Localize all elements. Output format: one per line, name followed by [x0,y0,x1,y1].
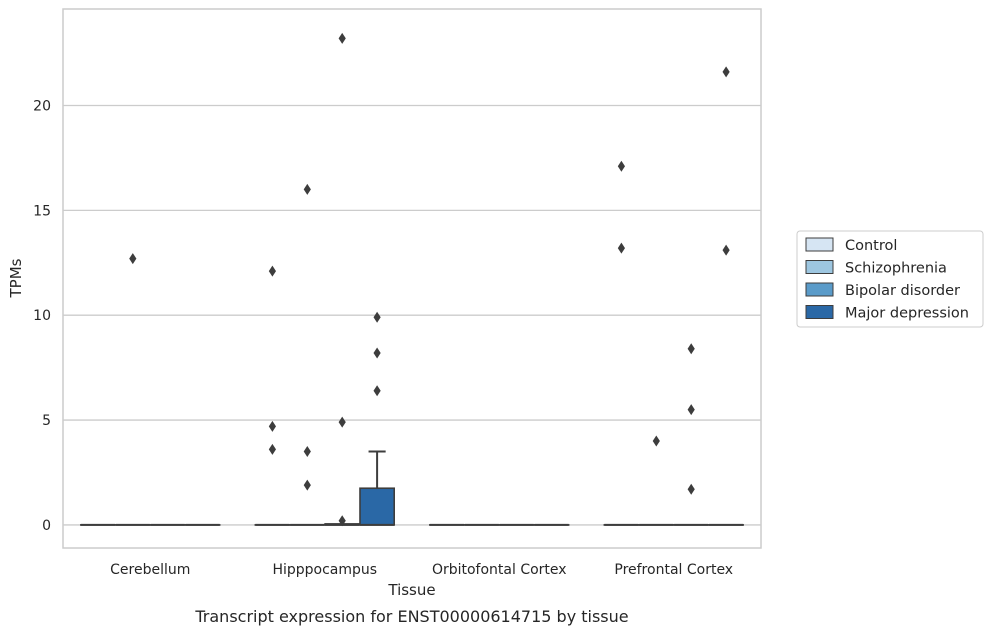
outlier-point [338,416,346,428]
outlier-point [268,420,276,432]
box-body [359,487,396,526]
outlier-point [268,265,276,277]
y-tick-label-20: 20 [33,98,51,114]
outlier-point [617,160,625,172]
legend-label: Control [845,238,897,254]
y-axis-label: TPMs [7,258,25,298]
y-tick-label-5: 5 [42,413,51,429]
outlier-point [722,66,730,78]
outlier-point [338,515,346,527]
gridlines [63,104,761,526]
outlier-point [268,443,276,455]
x-tick-label-1: Cerebellum [110,562,190,578]
x-tick-label-3: Orbitofontal Cortex [432,562,567,578]
legend-label: Major depression [845,306,969,322]
y-tick-labels: 0 5 10 15 20 [33,98,51,533]
x-tick-label-2: Hipppocampus [272,562,377,578]
legend-label: Schizophrenia [845,261,947,277]
legend: Control Schizophrenia Bipolar disorder Majo… [796,230,984,328]
outlier-point [373,385,381,397]
legend-item-4: Major depression [805,305,969,322]
x-axis-label: Tissue [387,581,435,599]
legend-item-2: Schizophrenia [805,260,947,277]
outlier-point [652,435,660,447]
outlier-point [722,244,730,256]
legend-swatch [805,260,834,274]
outlier-point [373,347,381,359]
x-tick-label-4: Prefrontal Cortex [614,562,733,578]
y-tick-label-0: 0 [42,518,51,534]
x-tick-labels: Cerebellum Hipppocampus Orbitofontal Corte… [110,562,733,578]
box-2-4 [359,450,396,526]
legend-swatch [805,305,834,319]
legend-swatch [805,282,834,297]
outlier-points [129,32,730,527]
legend-item-1: Control [805,237,897,254]
legend-label: Bipolar disorder [845,283,960,299]
outlier-point [373,311,381,323]
outlier-point [303,446,311,458]
legend-item-3: Bipolar disorder [805,282,960,299]
legend-swatch [805,237,834,252]
chart-caption: Transcript expression for ENST0000061471… [194,607,628,626]
outlier-point [129,253,137,265]
outlier-point [687,404,695,416]
legend-frame [796,230,984,328]
box-marks [79,450,745,526]
outlier-point [617,242,625,254]
plot-frame [62,8,762,549]
outlier-point [687,483,695,495]
outlier-point [303,479,311,491]
outlier-point [338,32,346,44]
y-tick-label-10: 10 [33,308,51,324]
outlier-point [687,343,695,355]
outlier-point [303,183,311,195]
y-tick-label-15: 15 [33,203,51,219]
